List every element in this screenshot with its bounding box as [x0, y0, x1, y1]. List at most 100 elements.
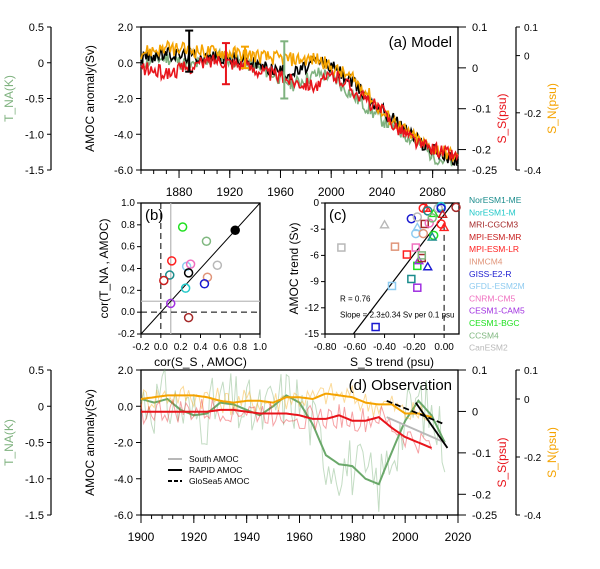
one-to-one-line — [140, 202, 261, 335]
scatter-point-mri-cgcm3 — [420, 219, 430, 229]
scatter-point-cesm1-bgc — [177, 222, 188, 232]
y-tick-label-tna: 0.5 — [29, 365, 44, 377]
scatter-point-cesm1-bgc — [428, 230, 439, 241]
x-tick-label: 2000 — [318, 185, 345, 199]
y-tick-label: 0.6 — [121, 242, 135, 253]
y-tick-label-ss: -0.1 — [472, 448, 491, 460]
annotation-r: R = 0.76 — [340, 295, 371, 304]
scatter-point-mri-cgcm3 — [183, 312, 194, 323]
scatter-point-cesm1-bgc — [413, 261, 422, 271]
annotation-slope: Slope = 2.3±0.34 Sv per 0.1 psu — [340, 310, 454, 319]
x-tick-label: 1900 — [128, 530, 155, 544]
legend-item-ccsm4: CCSM4 — [469, 330, 499, 340]
legend-item-giss-e2-r: GISS-E2-R — [469, 269, 512, 279]
x-tick-label: 0.8 — [233, 342, 247, 353]
y-tick-label: 0.0 — [121, 307, 135, 318]
y-tick-label: -15 — [305, 329, 320, 340]
x-tick-label: 0.00 — [434, 342, 454, 353]
legend-item-inmcm4: INMCM4 — [469, 257, 503, 267]
y-tick-label: 0 — [313, 198, 319, 209]
y-tick-label: -6 — [310, 250, 319, 261]
x-tick-label: 1920 — [180, 530, 207, 544]
scatter-point-noresm1-me — [407, 274, 416, 284]
y-tick-label-tna: 0.5 — [29, 22, 44, 34]
y-tick-label: 1.0 — [121, 198, 135, 209]
scatter-point-ccsm4 — [417, 251, 427, 260]
y-tick-label: 0.4 — [121, 264, 135, 275]
y-tick-label: -12 — [305, 303, 320, 314]
x-tick-label: 2080 — [419, 185, 446, 199]
scatter-point-inmcm4 — [390, 242, 400, 251]
y-tick-label: 0.2 — [121, 285, 135, 296]
y-tick-label-tna: -1.5 — [25, 510, 44, 522]
y-tick-label-tna: -1.5 — [25, 165, 44, 177]
scatter-point-cnrm-cm5 — [411, 243, 421, 252]
y-tick-label-sn: 0 — [524, 52, 530, 63]
y-tick-label-sn: 0.1 — [524, 23, 538, 34]
y-tick-label: -2.0 — [114, 94, 133, 106]
x-tick-label: 1880 — [166, 185, 193, 199]
scatter-point-cesm1-bgc — [428, 208, 439, 218]
y-tick-label: -4.0 — [114, 474, 133, 486]
scatter-point-noresm1-me — [426, 231, 438, 241]
y-tick-label: -3 — [310, 224, 319, 235]
y-tick-label: -9 — [310, 277, 319, 288]
y-tick-label: 0.0 — [118, 58, 133, 70]
y-axis-label-ss: S_S(psu) — [495, 437, 509, 487]
y-tick-label-ss: 0 — [472, 406, 478, 418]
y-tick-label-sn: -0.4 — [524, 166, 542, 177]
x-tick-label: 2020 — [445, 530, 472, 544]
legend-item-noresm1-me: NorESM1-ME — [469, 195, 522, 205]
x-tick-label: 0.0 — [154, 342, 168, 353]
scatter-point-mpi-esm-lr — [402, 250, 412, 259]
x-tick-label: 0.2 — [174, 342, 188, 353]
scatter-point-gfdl-esm2m — [387, 281, 397, 291]
scatter-point-cnrm-cm5 — [424, 218, 434, 228]
series-line-glosea5-amoc — [386, 399, 446, 426]
series-line-rapid-amoc — [414, 402, 449, 449]
y-tick-label-sn: -0.2 — [524, 109, 542, 120]
scatter-point-mpi-esm-mr — [438, 222, 450, 232]
series-raw-s_n-smoothed — [140, 383, 432, 422]
panel-c-title: (c) — [329, 207, 347, 224]
x-axis-label: S_S trend (psu) — [350, 355, 434, 369]
legend-item-rapid-amoc: RAPID AMOC — [189, 465, 242, 475]
panel-b-title: (b) — [145, 207, 163, 224]
scatter-point-canesm2 — [379, 219, 390, 229]
y-axis-label: AMOC trend (Sv) — [287, 222, 301, 314]
y-axis-label: cor(T_NA , AMOC) — [97, 218, 111, 318]
y-tick-label-tna: -0.5 — [25, 438, 44, 450]
scatter-point-giss-e2-r — [406, 213, 417, 224]
series-line-south-amoc — [386, 416, 446, 444]
x-tick-label: 0.6 — [213, 342, 227, 353]
y-tick-label-tna: -0.5 — [25, 94, 44, 106]
scatter-point-ccsm4 — [201, 236, 212, 246]
scatter-point-cesm1-cam5 — [413, 255, 425, 265]
y-tick-label-tna: 0 — [38, 58, 44, 70]
y-tick-label: -2.0 — [114, 438, 133, 450]
y-axis-label-ss: S_S(psu) — [495, 93, 509, 143]
scatter-point-inmcm4 — [418, 228, 429, 239]
x-tick-label: -0.80 — [314, 342, 337, 353]
scatter-point-noresm1-me — [165, 270, 175, 280]
y-tick-label-sn: -0.2 — [524, 453, 542, 464]
y-axis-label-amoc: AMOC anomaly(Sv) — [83, 45, 97, 152]
y-tick-label: -6.0 — [114, 165, 133, 177]
scatter-point-mpi-esm-mr — [159, 275, 169, 286]
x-tick-label: -0.20 — [403, 342, 426, 353]
legend-item-glosea5-amoc: GloSea5 AMOC — [189, 476, 249, 486]
x-tick-label: 2000 — [392, 530, 419, 544]
y-tick-label-tna: -1.0 — [25, 474, 44, 486]
y-tick-label-sn: 0.1 — [524, 366, 538, 377]
x-tick-label: 1.0 — [253, 342, 267, 353]
scatter-point-mpi-esm-lr — [166, 256, 177, 266]
scatter-point-ensemble — [230, 225, 240, 236]
fit-line — [352, 202, 454, 335]
series-line-t_na — [140, 47, 459, 167]
scatter-point-gfdl-esm2m — [412, 222, 423, 232]
y-tick-label-tna: 0 — [38, 401, 44, 413]
legend-item-south-amoc: South AMOC — [189, 454, 239, 464]
scatter-point-cesm1-cam5 — [166, 298, 176, 309]
legend-item-canesm2: CanESM2 — [469, 343, 508, 353]
